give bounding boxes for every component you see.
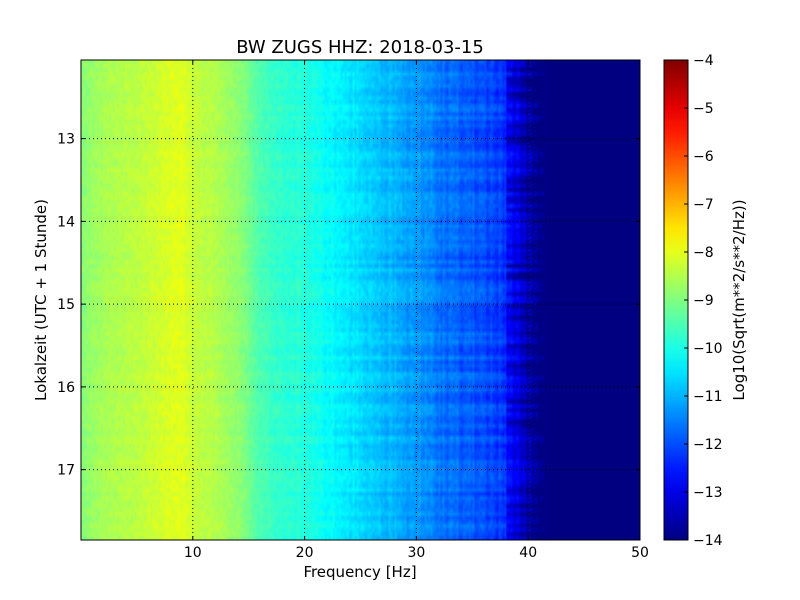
colorbar-tick-label: −6	[693, 149, 714, 165]
colorbar-tick-label: −13	[693, 485, 723, 501]
colorbar-tick-label: −9	[693, 293, 714, 309]
spectrogram-heatmap	[81, 60, 640, 540]
spectrogram-plot: 10 20 30 40 50 13 14 15 16 17	[57, 59, 649, 561]
colorbar-tick-label: −5	[693, 101, 714, 117]
x-tick-label: 40	[519, 545, 537, 561]
y-axis-ticks: 13 14 15 16 17	[57, 132, 640, 479]
y-tick-label: 15	[57, 297, 75, 313]
colorbar-ticks: −4 −5 −6 −7 −8 −9 −10 −11 −12 −13 −14	[684, 53, 723, 549]
colorbar: −4 −5 −6 −7 −8 −9 −10 −11 −12 −13 −14	[663, 53, 723, 549]
colorbar-tick-label: −12	[693, 437, 723, 453]
colorbar-tick-label: −4	[693, 53, 714, 69]
colorbar-tick-label: −7	[693, 197, 714, 213]
chart-title: BW ZUGS HHZ: 2018-03-15	[236, 37, 484, 58]
y-tick-label: 13	[57, 132, 75, 148]
grid-lines	[81, 60, 640, 540]
y-tick-label: 16	[57, 380, 75, 396]
x-tick-label: 30	[407, 545, 425, 561]
x-tick-label: 10	[184, 545, 202, 561]
x-axis-label: Frequency [Hz]	[303, 563, 416, 581]
colorbar-tick-label: −14	[693, 533, 723, 549]
x-tick-label: 20	[296, 545, 314, 561]
colorbar-label: Log10(Sqrt(m**2/s**2/Hz))	[730, 199, 748, 400]
y-tick-label: 14	[57, 214, 75, 230]
plot-frame	[80, 59, 641, 541]
colorbar-tick-label: −11	[693, 389, 723, 405]
colorbar-tick-label: −10	[693, 341, 723, 357]
x-tick-label: 50	[631, 545, 649, 561]
y-tick-label: 17	[57, 463, 75, 479]
colorbar-tick-label: −8	[693, 245, 714, 261]
y-axis-label: Lokalzeit (UTC + 1 Stunde)	[32, 199, 50, 401]
x-axis-ticks: 10 20 30 40 50	[184, 60, 649, 561]
